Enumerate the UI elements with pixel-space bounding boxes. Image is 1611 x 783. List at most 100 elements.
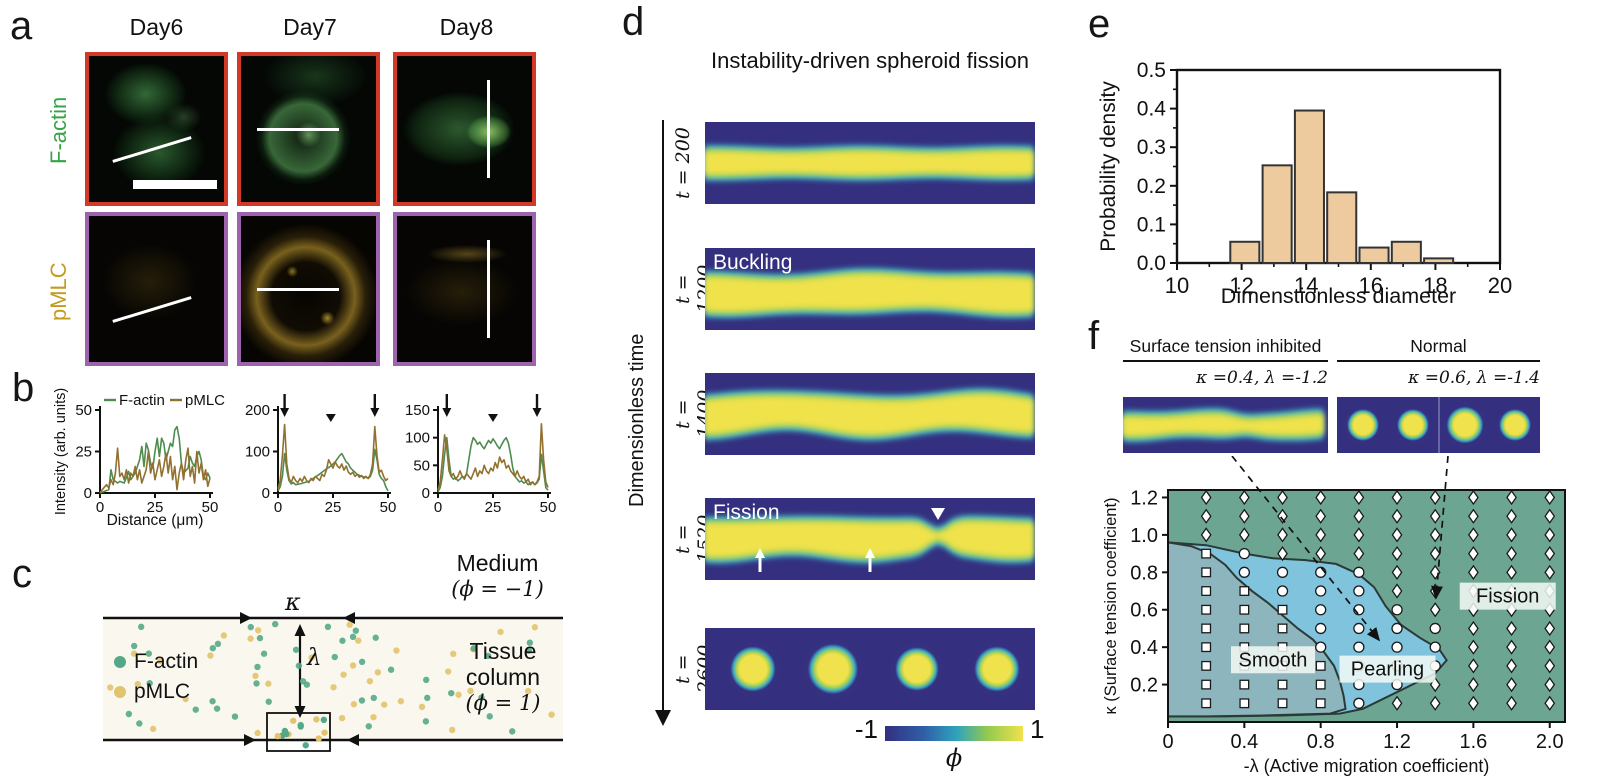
svg-text:2.0: 2.0 — [1536, 731, 1564, 753]
svg-text:100: 100 — [405, 430, 430, 447]
svg-text:0.5: 0.5 — [1137, 59, 1166, 82]
header-surface-tension-inhibited: Surface tension inhibited — [1123, 336, 1328, 362]
time-axis-arrowhead-icon — [655, 710, 671, 726]
svg-text:Dimenstionless diameter: Dimenstionless diameter — [1221, 284, 1456, 308]
panel-b-letter: b — [12, 366, 35, 410]
factin-dot-icon — [114, 656, 126, 668]
fission-annotation: Fission — [713, 501, 780, 524]
pmlc-row-label: pMLC — [46, 262, 71, 322]
params-left: κ =0.4, λ =-1.2 — [1196, 368, 1328, 388]
schematic-drawing — [103, 612, 563, 752]
phase-diagram: 0 0.4 0.8 1.2 1.6 2.0 0.2 0.4 0.6 0.8 1.0 1.2 Smooth… — [1102, 456, 1566, 776]
svg-text:50: 50 — [202, 499, 219, 516]
svg-text:1.0: 1.0 — [1130, 525, 1158, 547]
svg-text:0.4: 0.4 — [1130, 637, 1158, 659]
svg-text:0.4: 0.4 — [1230, 731, 1258, 753]
panel-e-letter: e — [1088, 2, 1111, 46]
intensity-plot-day8: 0 50 100 150 0 25 50 — [405, 394, 556, 516]
svg-text:50: 50 — [380, 499, 396, 516]
micrograph-factin-day8 — [393, 52, 536, 206]
intensity-plot-day6: 0 25 50 0 25 50 F-actin pMLC Distance (μm) Intens… — [53, 388, 225, 529]
measure-line — [112, 136, 192, 163]
tissue-column-schematic: κ Medium (ϕ = −1) Tissue column (ϕ = 1) … — [100, 550, 570, 775]
svg-text:25: 25 — [485, 499, 502, 516]
measure-line — [487, 240, 490, 338]
svg-text:1.2: 1.2 — [1130, 487, 1158, 509]
svg-text:25: 25 — [75, 444, 92, 461]
sim-image-normal — [1337, 397, 1540, 458]
time-axis-label: Dimensionless time — [626, 333, 648, 507]
micrograph-pmlc-day7 — [237, 212, 380, 366]
sim-frame-t1200: Buckling — [705, 248, 1035, 330]
sim-frame-t1400 — [705, 373, 1035, 455]
svg-text:0.6: 0.6 — [1130, 600, 1158, 622]
svg-text:12: 12 — [1229, 273, 1253, 298]
panel-d-letter: d — [622, 0, 645, 44]
sim-frame-t2600 — [705, 628, 1035, 710]
lambda-symbol: λ — [307, 645, 322, 671]
sim-image-inhibited — [1123, 397, 1328, 458]
micrograph-factin-day7 — [237, 52, 380, 206]
svg-text:0: 0 — [262, 485, 270, 502]
measure-line — [112, 296, 192, 323]
measure-line — [257, 128, 339, 131]
svg-text:0: 0 — [96, 499, 104, 516]
legend-pmlc: pMLC — [114, 680, 190, 704]
svg-text:0.8: 0.8 — [1130, 562, 1158, 584]
factin-row-label: F-actin — [46, 96, 71, 164]
micrograph-pmlc-day6 — [85, 212, 228, 366]
svg-text:50: 50 — [413, 457, 430, 474]
svg-text:0.3: 0.3 — [1137, 136, 1166, 159]
scale-bar — [133, 180, 217, 189]
day6-label: Day6 — [129, 14, 184, 40]
svg-text:0.2: 0.2 — [1137, 175, 1166, 198]
svg-text:-λ (Active migration coefficie: -λ (Active migration coefficient) — [1244, 756, 1490, 776]
measure-line — [487, 80, 490, 178]
svg-text:25: 25 — [147, 499, 164, 516]
svg-text:pMLC: pMLC — [185, 392, 225, 409]
day8-label: Day8 — [439, 14, 494, 40]
svg-text:0.2: 0.2 — [1130, 675, 1158, 697]
colorbar-max: 1 — [1030, 714, 1045, 744]
svg-text:50: 50 — [540, 499, 556, 516]
measure-line — [257, 288, 339, 291]
pmlc-dot-icon — [114, 686, 126, 698]
svg-text:10: 10 — [1165, 273, 1189, 298]
svg-text:200: 200 — [245, 402, 270, 419]
svg-text:0: 0 — [434, 499, 442, 516]
intensity-plot-day7: 0 100 200 0 25 50 — [245, 394, 396, 516]
buckling-annotation: Buckling — [713, 251, 793, 274]
svg-text:F-actin: F-actin — [119, 392, 165, 409]
sim-frame-t200 — [705, 122, 1035, 204]
svg-text:Intensity (arb. units): Intensity (arb. units) — [53, 388, 69, 515]
kappa-symbol: κ — [285, 588, 301, 616]
header-normal: Normal — [1337, 336, 1540, 362]
svg-text:25: 25 — [325, 499, 342, 516]
panel-c-letter: c — [12, 552, 32, 596]
svg-text:20: 20 — [1488, 273, 1512, 298]
colorbar-symbol: ϕ — [945, 744, 963, 772]
svg-text:16: 16 — [1359, 273, 1383, 298]
t-label-200: t = 200 — [672, 127, 694, 199]
svg-text:0: 0 — [422, 485, 430, 502]
micrograph-factin-day6 — [85, 52, 228, 206]
panel-d-title: Instability-driven spheroid fission — [711, 48, 1029, 73]
legend-factin: F-actin — [114, 650, 198, 674]
colorbar-min: -1 — [854, 714, 878, 744]
svg-text:50: 50 — [75, 402, 92, 419]
phi-colorbar — [885, 726, 1023, 741]
svg-text:Distance (μm): Distance (μm) — [107, 512, 204, 529]
panel-a-letter: a — [10, 4, 33, 48]
svg-text:100: 100 — [245, 444, 270, 461]
time-axis-line — [662, 120, 664, 712]
tissue-column-label: Tissue column (ϕ = 1) — [465, 638, 541, 715]
svg-text:0.0: 0.0 — [1137, 252, 1166, 275]
svg-text:0: 0 — [1162, 731, 1173, 753]
svg-text:14: 14 — [1294, 273, 1318, 298]
svg-text:0: 0 — [84, 485, 92, 502]
medium-label: Medium (ϕ = −1) — [451, 550, 544, 601]
diameter-histogram: 0.0 0.1 0.2 0.3 0.4 0.5 10 12 14 16 18 20 Dimenstion… — [1097, 59, 1512, 308]
svg-text:0.4: 0.4 — [1137, 98, 1167, 121]
svg-text:Pearling: Pearling — [1351, 659, 1424, 681]
